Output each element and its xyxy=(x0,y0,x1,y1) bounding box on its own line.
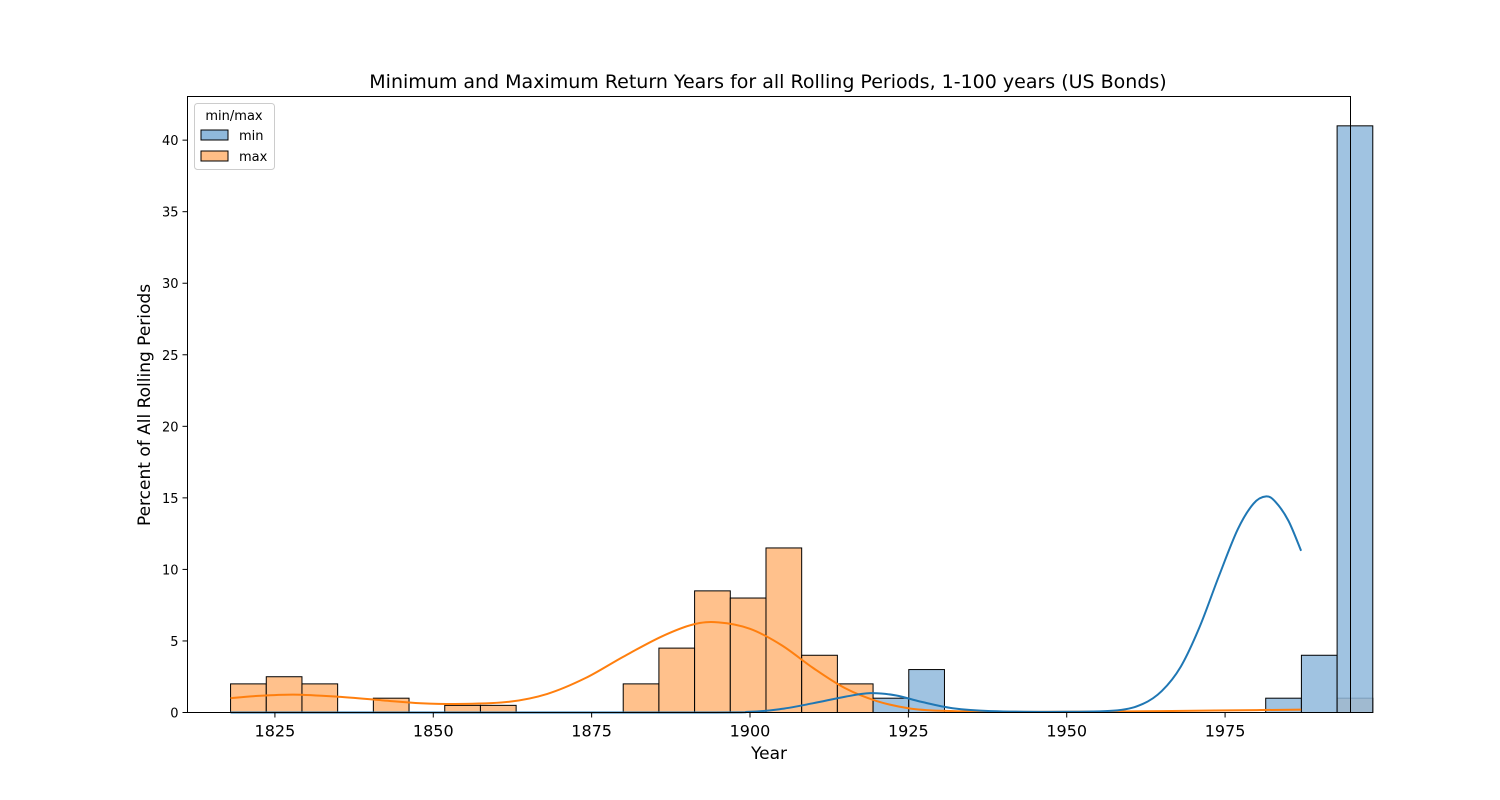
y-tick-label: 0 xyxy=(170,707,178,722)
x-tick-label: 1875 xyxy=(571,722,612,741)
x-tick-label: 1975 xyxy=(1205,722,1246,741)
y-tick-label: 5 xyxy=(170,635,178,650)
max-bar xyxy=(444,704,481,713)
y-tick-label: 10 xyxy=(162,563,179,578)
min-kde-line xyxy=(230,495,1303,714)
y-tick-label: 35 xyxy=(162,206,179,221)
plot-frame xyxy=(187,96,1351,713)
max-bar xyxy=(301,683,339,714)
y-axis-label: Percent of All Rolling Periods xyxy=(135,284,155,526)
max-bar xyxy=(658,647,696,713)
x-tick-label: 1850 xyxy=(413,722,454,741)
y-tick-label: 40 xyxy=(162,134,179,149)
legend: min/max min max xyxy=(194,103,275,170)
y-axis: 0 5 10 15 20 25 30 35 40 xyxy=(162,134,188,722)
min-bar xyxy=(1300,654,1338,714)
x-axis: 1825 1850 1875 1900 1925 1950 1975 xyxy=(255,712,1246,741)
y-tick-label: 15 xyxy=(162,492,179,507)
legend-max-swatch xyxy=(200,150,229,162)
x-tick-label: 1925 xyxy=(888,722,929,741)
legend-min-swatch xyxy=(200,129,229,141)
min-bar xyxy=(1336,125,1374,713)
legend-min-label: min xyxy=(239,129,264,144)
max-bar xyxy=(694,590,731,713)
y-tick-label: 20 xyxy=(162,420,179,435)
kde-curves xyxy=(230,495,1303,714)
y-tick-label: 30 xyxy=(162,277,179,292)
legend-max-label: max xyxy=(239,150,268,165)
legend-title: min/max xyxy=(205,109,263,124)
x-tick-label: 1900 xyxy=(730,722,771,741)
max-bar xyxy=(622,683,660,714)
y-tick-label: 25 xyxy=(162,349,179,364)
max-bar xyxy=(729,597,767,714)
max-bar xyxy=(765,547,803,714)
x-tick-label: 1950 xyxy=(1046,722,1087,741)
max-bar xyxy=(479,704,517,713)
chart-title: Minimum and Maximum Return Years for all… xyxy=(369,71,1166,93)
x-axis-label: Year xyxy=(750,744,787,764)
min-bars xyxy=(872,125,1374,714)
max-bars xyxy=(230,547,1374,714)
x-tick-label: 1825 xyxy=(255,722,296,741)
